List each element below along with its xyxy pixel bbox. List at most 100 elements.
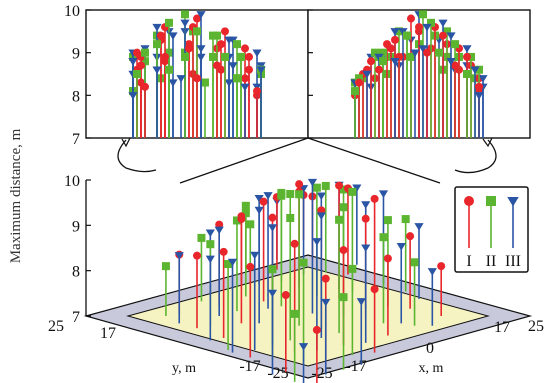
zoom-z-tick-label: 9 — [72, 46, 80, 63]
stem-marker — [254, 206, 264, 215]
stem-marker — [197, 233, 206, 242]
stem-marker — [339, 185, 348, 194]
zoom-left-marker — [168, 32, 178, 40]
stem-marker — [227, 258, 238, 267]
stem-marker — [348, 187, 357, 196]
stem-marker — [352, 184, 362, 193]
zoom-left-marker — [185, 44, 193, 53]
legend-label: III — [505, 253, 521, 270]
main-z-tick-label: 9 — [72, 218, 80, 235]
x-tick-label: -25 — [311, 365, 332, 382]
zoom-left-marker — [165, 18, 173, 27]
y-tick-label: 25 — [48, 318, 64, 335]
zoom-right-marker — [475, 82, 483, 91]
zoom-left-marker — [128, 58, 138, 66]
curved-arrow-right-head — [482, 137, 493, 148]
stem-marker — [214, 226, 224, 235]
stem-marker — [307, 178, 318, 187]
zoom-right-marker — [475, 65, 483, 74]
zoom-right-marker — [446, 32, 456, 40]
connector-line-right — [307, 137, 441, 184]
main-z-tick-label: 10 — [64, 173, 80, 190]
stem-marker — [219, 247, 228, 256]
zoom-left-marker — [241, 44, 249, 53]
zoom-right-marker — [407, 14, 415, 23]
zoom-right-marker — [410, 49, 420, 58]
zoom-left-marker — [137, 61, 145, 70]
stem-marker — [259, 197, 268, 206]
zoom-right-marker — [422, 23, 432, 32]
zoom-right-marker — [355, 74, 363, 83]
stem-marker — [379, 233, 388, 242]
zoom-left-marker — [152, 66, 162, 75]
stem-marker — [299, 258, 308, 267]
stem-marker — [406, 232, 415, 241]
zoom-right-marker — [478, 75, 488, 83]
zoom-left-marker — [224, 36, 234, 45]
zoom-right-marker — [423, 48, 431, 57]
stem-marker — [312, 325, 321, 334]
zoom-connectors — [117, 137, 497, 184]
stem-marker — [205, 229, 215, 238]
stem-marker — [361, 244, 371, 253]
stem-marker — [427, 268, 437, 276]
zoom-right-marker — [463, 52, 471, 61]
stem-marker — [348, 264, 357, 273]
main-z-tick-label: 7 — [72, 309, 80, 326]
curved-arrow-right — [454, 139, 497, 174]
main-z-ticks: 7 8 9 10 — [64, 173, 91, 326]
zoom-left-marker — [253, 87, 261, 96]
stem-marker — [321, 181, 330, 190]
zoom-left-marker — [161, 52, 169, 61]
zoom-left-marker — [217, 40, 225, 49]
zoom-left-marker — [209, 31, 217, 40]
zoom-left-marker — [181, 52, 189, 61]
zoom-left-marker — [245, 52, 253, 61]
stem-marker — [268, 265, 277, 274]
zoom-left-marker — [181, 10, 189, 19]
zoom-right-marker — [379, 48, 387, 57]
stem-marker — [317, 206, 326, 215]
x-tick-label: -17 — [345, 358, 366, 375]
stem-marker — [193, 251, 201, 260]
stem-marker — [339, 246, 348, 255]
connector-line-left — [179, 137, 309, 184]
stem-marker — [312, 238, 322, 246]
legend-marker — [464, 196, 474, 206]
stem-marker — [254, 194, 264, 203]
zoom-left-marker — [165, 65, 173, 74]
zoom-left-marker — [237, 52, 245, 61]
stem-marker — [281, 291, 290, 300]
stem-marker — [378, 190, 389, 199]
zoom-right-marker — [439, 31, 447, 40]
zoom-right-marker — [403, 31, 411, 40]
zoom-z-tick-label: 8 — [72, 88, 80, 105]
stem-marker — [246, 262, 255, 271]
zoom-left-marker — [228, 62, 238, 70]
zoom-right-marker — [371, 48, 379, 57]
zoom-z-tick-label: 10 — [64, 3, 80, 20]
y-axis-label: y, m — [172, 361, 196, 376]
x-tick-label: 25 — [528, 318, 544, 335]
zoom-panels: 7 8 9 10 — [64, 3, 531, 148]
zoom-right-marker — [427, 18, 435, 27]
stem-marker — [356, 298, 366, 306]
zoom-left-marker — [193, 14, 201, 23]
stem-marker — [295, 180, 304, 189]
legend-label: II — [486, 253, 497, 270]
zoom-right-marker — [355, 78, 363, 87]
zoom-right-marker — [462, 45, 472, 53]
stem-marker — [224, 260, 233, 269]
zoom-left-marker — [180, 19, 190, 28]
zoom-right-marker — [362, 70, 372, 79]
stem-marker — [174, 252, 184, 260]
zoom-right-marker — [367, 57, 375, 66]
stem-marker — [437, 262, 446, 271]
zoom-z-tick-label: 7 — [72, 131, 80, 148]
zoom-right-marker — [418, 45, 428, 53]
stem-marker — [290, 309, 299, 318]
zoom-right-marker — [435, 48, 443, 57]
curved-arrow-left-head — [121, 137, 131, 148]
